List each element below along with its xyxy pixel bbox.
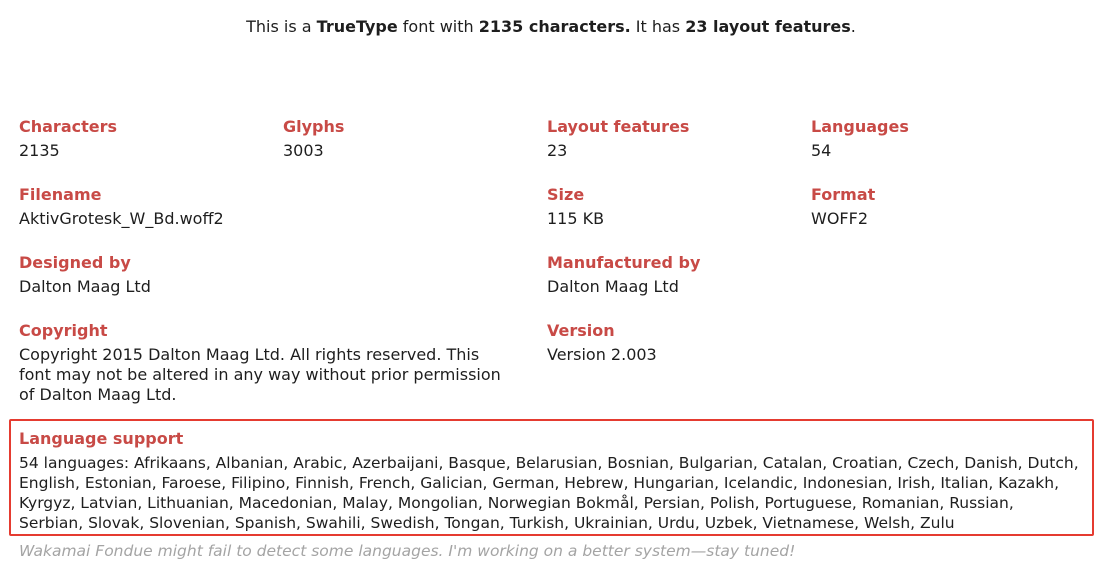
summary-characters: 2135 characters. [478, 17, 631, 36]
summary-middle2: It has [630, 17, 686, 36]
size-value: 115 KB [547, 209, 605, 228]
designed-by-value: Dalton Maag Ltd [19, 277, 151, 296]
designed-by-label: Designed by [19, 253, 131, 272]
summary-format: TrueType [316, 17, 398, 36]
glyphs-field: Glyphs 3003 [283, 117, 344, 161]
size-label: Size [547, 185, 585, 204]
characters-label: Characters [19, 117, 118, 136]
layout-features-label: Layout features [547, 117, 690, 136]
size-field: Size 115 KB [547, 185, 604, 229]
copyright-label: Copyright [19, 321, 108, 340]
summary-suffix: . [850, 17, 856, 36]
language-support-label: Language support [19, 429, 184, 448]
layout-features-field: Layout features 23 [547, 117, 689, 161]
font-summary: This is a TrueType font with 2135 charac… [0, 17, 1102, 37]
summary-middle: font with [397, 17, 479, 36]
languages-field: Languages 54 [811, 117, 909, 161]
filename-label: Filename [19, 185, 102, 204]
version-value: Version 2.003 [547, 345, 657, 364]
characters-field: Characters 2135 [19, 117, 117, 161]
language-support-highlight [9, 419, 1094, 536]
manufactured-by-label: Manufactured by [547, 253, 701, 272]
summary-prefix: This is a [246, 17, 317, 36]
format-value: WOFF2 [811, 209, 868, 228]
manufactured-by-field: Manufactured by Dalton Maag Ltd [547, 253, 700, 297]
language-detection-note: Wakamai Fondue might fail to detect some… [19, 542, 796, 560]
version-label: Version [547, 321, 615, 340]
copyright-value: Copyright 2015 Dalton Maag Ltd. All righ… [19, 345, 501, 404]
layout-features-value: 23 [547, 141, 568, 160]
languages-label: Languages [811, 117, 909, 136]
filename-field: Filename AktivGrotesk_W_Bd.woff2 [19, 185, 224, 229]
filename-value: AktivGrotesk_W_Bd.woff2 [19, 209, 224, 228]
format-label: Format [811, 185, 876, 204]
copyright-field: Copyright Copyright 2015 Dalton Maag Ltd… [19, 321, 509, 405]
version-field: Version Version 2.003 [547, 321, 657, 365]
manufactured-by-value: Dalton Maag Ltd [547, 277, 679, 296]
format-field: Format WOFF2 [811, 185, 875, 229]
glyphs-value: 3003 [283, 141, 324, 160]
language-support-list: 54 languages: Afrikaans, Albanian, Arabi… [19, 454, 1079, 532]
glyphs-label: Glyphs [283, 117, 345, 136]
summary-features: 23 layout features [685, 17, 851, 36]
designed-by-field: Designed by Dalton Maag Ltd [19, 253, 151, 297]
languages-value: 54 [811, 141, 832, 160]
characters-value: 2135 [19, 141, 60, 160]
